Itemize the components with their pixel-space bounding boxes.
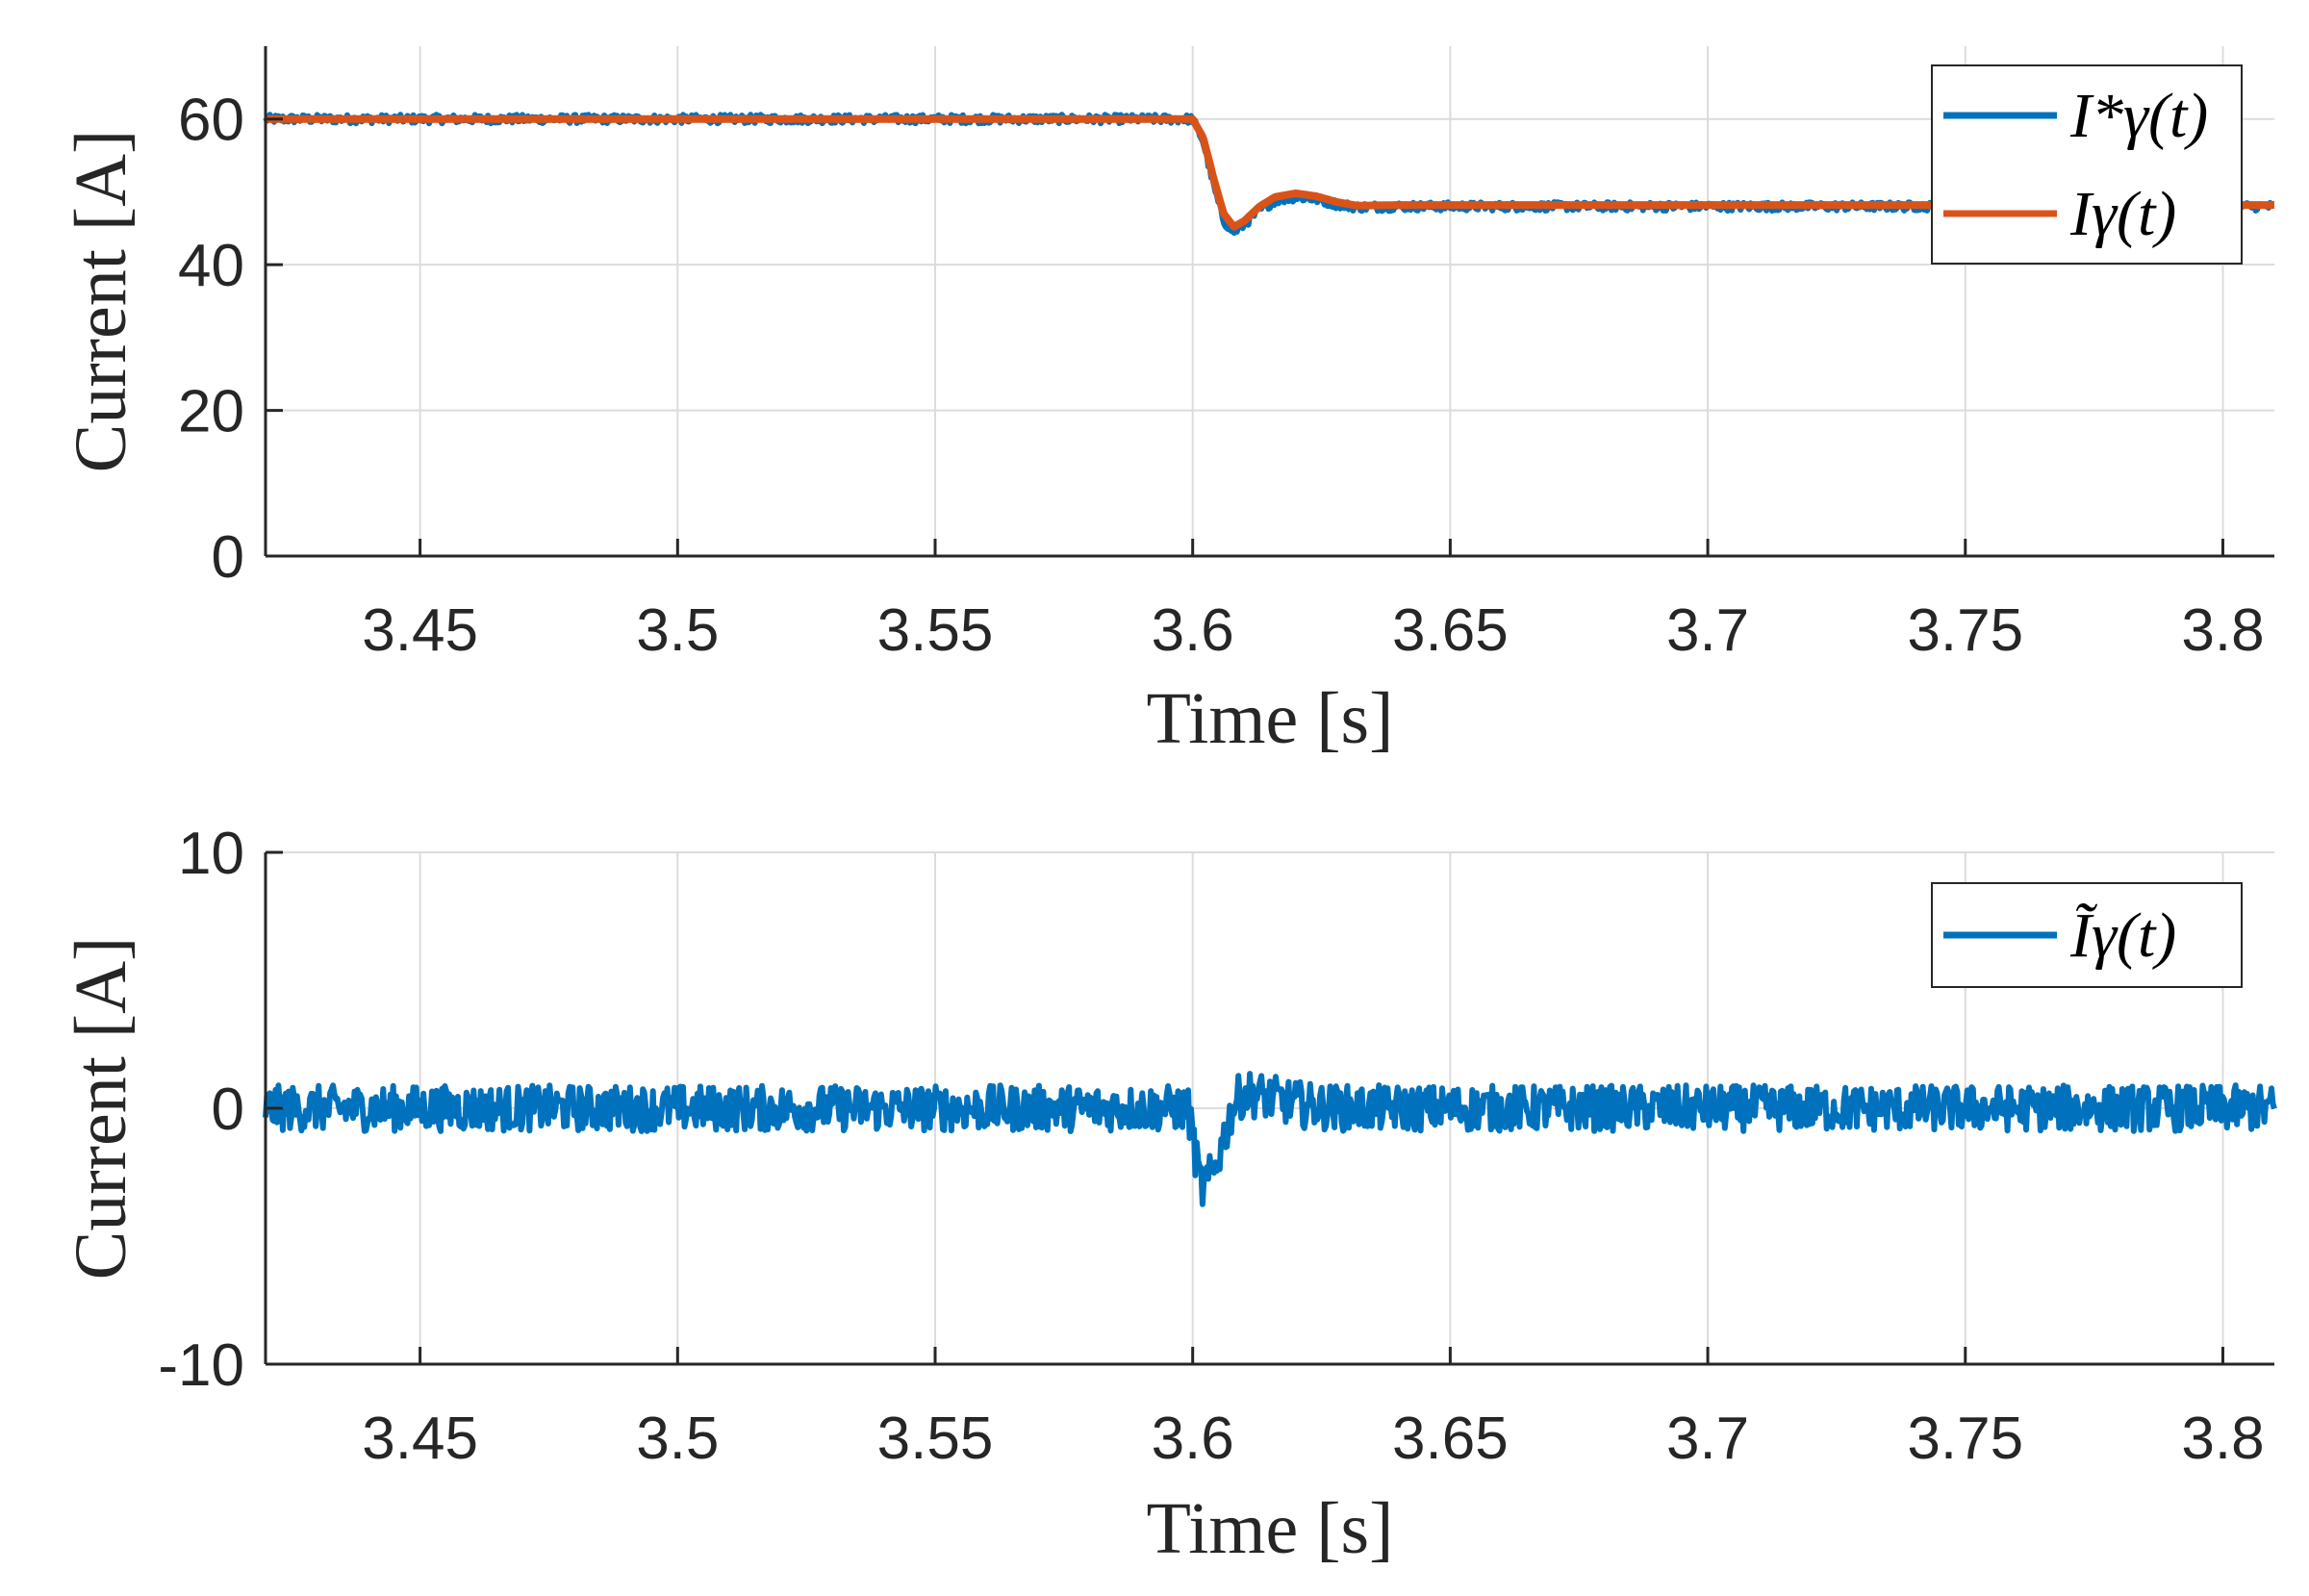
x-tick-label: 3.7: [1666, 597, 1749, 664]
y-tick-labels: -10 0 10: [158, 821, 244, 1399]
data-series: [263, 1071, 2277, 1207]
y-tick-label: 60: [178, 88, 244, 154]
y-tick-label: 40: [178, 233, 244, 299]
x-tick-label: 3.45: [362, 597, 478, 664]
x-tick-label: 3.75: [1907, 1406, 2023, 1472]
x-tick-label: 3.7: [1666, 1406, 1749, 1472]
y-tick-label: 10: [178, 821, 244, 887]
x-tick-label: 3.75: [1907, 597, 2023, 664]
legend: Ĩγ(t): [1931, 882, 2243, 988]
x-tick-label: 3.65: [1392, 1406, 1509, 1472]
y-axis-label: Current [A]: [61, 937, 141, 1280]
x-tick-label: 3.8: [2181, 597, 2264, 664]
axes: [264, 850, 2274, 1366]
x-tick-label: 3.65: [1392, 597, 1509, 664]
x-tick-labels: 3.45 3.5 3.55 3.6 3.65 3.7 3.75 3.8: [362, 1406, 2264, 1472]
legend-label-actual: Iγ(t): [2069, 179, 2176, 249]
axes: [264, 46, 2274, 558]
x-tick-label: 3.6: [1152, 1406, 1234, 1472]
y-tick-label: 0: [212, 524, 244, 591]
legend-box: [1931, 64, 2243, 265]
x-axis-label: Time [s]: [1147, 678, 1394, 759]
x-tick-label: 3.8: [2181, 1406, 2264, 1472]
x-tick-label: 3.55: [877, 1406, 994, 1472]
x-tick-labels: 3.45 3.5 3.55 3.6 3.65 3.7 3.75 3.8: [362, 597, 2264, 664]
legend-label-error: Ĩγ(t): [2069, 900, 2176, 971]
y-tick-label: 0: [212, 1077, 244, 1143]
top-chart: 3.45 3.5 3.55 3.6 3.65 3.7 3.75 3.8 0 20 40 60 Tim…: [61, 46, 2277, 759]
x-tick-label: 3.45: [362, 1406, 478, 1472]
y-tick-label: 20: [178, 379, 244, 445]
y-tick-labels: 0 20 40 60: [178, 88, 244, 591]
x-tick-label: 3.5: [636, 597, 719, 664]
bottom-chart: 3.45 3.5 3.55 3.6 3.65 3.7 3.75 3.8 -10 0 10 Time…: [61, 821, 2277, 1569]
legend: I*γ(t) Iγ(t): [1931, 64, 2243, 265]
x-tick-label: 3.55: [877, 597, 994, 664]
y-tick-label: -10: [158, 1332, 244, 1399]
x-axis-label: Time [s]: [1147, 1488, 1394, 1569]
series-line-0: [263, 1071, 2277, 1207]
x-tick-label: 3.6: [1152, 597, 1234, 664]
legend-label-reference: I*γ(t): [2069, 81, 2208, 151]
y-axis-label: Current [A]: [61, 130, 141, 473]
x-tick-label: 3.5: [636, 1406, 719, 1472]
